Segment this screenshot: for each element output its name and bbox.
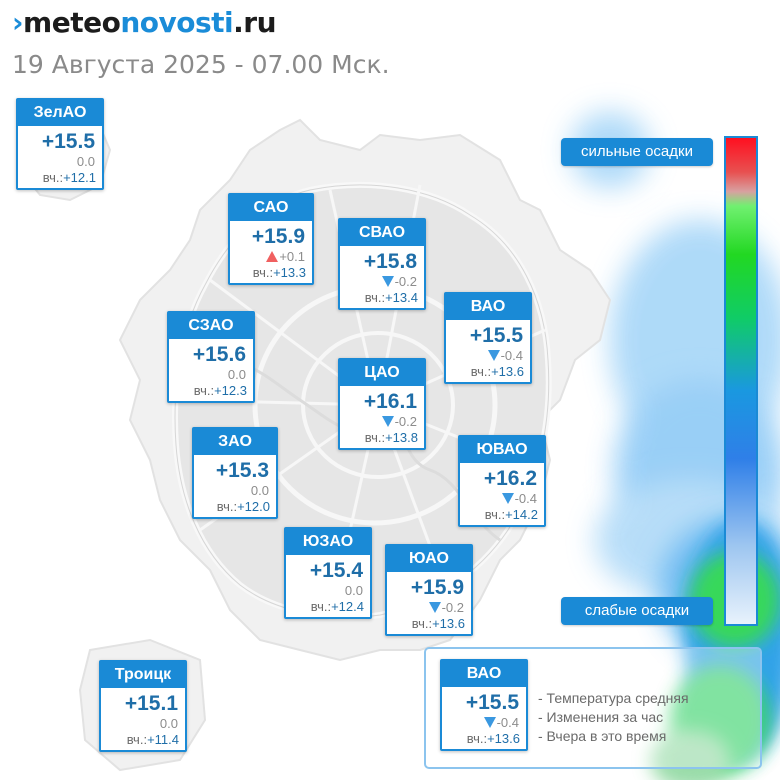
legend-items: - Температура средняя - Изменения за час… — [538, 689, 689, 746]
yesterday-value: вч.:+12.1 — [42, 170, 96, 185]
district-name: ЮЗАО — [286, 529, 370, 555]
trend-down-icon — [483, 717, 496, 728]
trend-down-icon — [487, 350, 500, 361]
logo-mark: › — [12, 6, 24, 39]
temperature-value: +16.1 — [363, 390, 417, 413]
trend-down-icon — [381, 416, 394, 427]
district-card-yuzao[interactable]: ЮЗАО +15.4 0.0 вч.:+12.4 — [284, 527, 372, 619]
logo-text-novosti: novosti — [120, 6, 234, 39]
yesterday-value: вч.:+13.6 — [411, 616, 465, 631]
temperature-value: +15.5 — [41, 130, 95, 153]
temperature-value: +15.5 — [465, 691, 519, 714]
temperature-value: +15.3 — [215, 459, 269, 482]
hourly-change: 0.0 — [159, 716, 178, 731]
yesterday-value: вч.:+13.6 — [466, 731, 520, 746]
district-card-yuao[interactable]: ЮАО +15.9 -0.2 вч.:+13.6 — [385, 544, 473, 636]
temperature-value: +15.5 — [469, 324, 523, 347]
date-time-subtitle: 19 Августа 2025 - 07.00 Мск. — [12, 50, 390, 79]
yesterday-value: вч.:+12.3 — [193, 383, 247, 398]
district-card-yuvao[interactable]: ЮВАО +16.2 -0.4 вч.:+14.2 — [458, 435, 546, 527]
district-card-svao[interactable]: СВАО +15.8 -0.2 вч.:+13.4 — [338, 218, 426, 310]
district-card-zelao[interactable]: ЗелАО +15.5 0.0 вч.:+12.1 — [16, 98, 104, 190]
heavy-precipitation-label: сильные осадки — [561, 138, 713, 166]
hourly-change: -0.2 — [340, 274, 424, 289]
district-card-sao[interactable]: САО +15.9 +0.1 вч.:+13.3 — [228, 193, 314, 285]
legend-item-hourly-change: - Изменения за час — [538, 709, 664, 725]
district-name: СЗАО — [169, 313, 253, 339]
temperature-value: +15.9 — [410, 576, 464, 599]
district-card-vao[interactable]: ВАО +15.5 -0.4 вч.:+13.6 — [444, 292, 532, 384]
legend-sample-card: ВАО +15.5 -0.4 вч.:+13.6 — [440, 659, 528, 751]
yesterday-value: вч.:+13.8 — [364, 430, 418, 445]
legend-box: ВАО +15.5 -0.4 вч.:+13.6 - Температура с… — [424, 647, 762, 769]
trend-up-icon — [266, 251, 279, 262]
district-name: Троицк — [101, 662, 185, 688]
yesterday-value: вч.:+12.0 — [216, 499, 270, 514]
district-name: ЗАО — [194, 429, 276, 455]
hourly-change: 0.0 — [227, 367, 246, 382]
district-card-szao[interactable]: СЗАО +15.6 0.0 вч.:+12.3 — [167, 311, 255, 403]
trend-down-icon — [501, 493, 514, 504]
hourly-change: -0.4 — [446, 348, 530, 363]
district-name: ЮАО — [387, 546, 471, 572]
trend-down-icon — [381, 276, 394, 287]
temperature-value: +15.6 — [192, 343, 246, 366]
logo-text-domain: .ru — [233, 6, 277, 39]
hourly-change: 0.0 — [76, 154, 95, 169]
yesterday-value: вч.:+14.2 — [484, 507, 538, 522]
district-name: ВАО — [442, 661, 526, 687]
district-card-zao[interactable]: ЗАО +15.3 0.0 вч.:+12.0 — [192, 427, 278, 519]
hourly-change: -0.2 — [387, 600, 471, 615]
yesterday-value: вч.:+13.4 — [364, 290, 418, 305]
hourly-change: +0.1 — [230, 249, 312, 264]
temperature-value: +15.1 — [124, 692, 178, 715]
district-name: ВАО — [446, 294, 530, 320]
hourly-change: 0.0 — [250, 483, 269, 498]
logo-text-meteo: meteo — [23, 6, 121, 39]
district-card-troitsk[interactable]: Троицк +15.1 0.0 вч.:+11.4 — [99, 660, 187, 752]
temperature-value: +15.4 — [309, 559, 363, 582]
yesterday-value: вч.:+13.6 — [470, 364, 524, 379]
temperature-value: +15.8 — [363, 250, 417, 273]
district-name: ЮВАО — [460, 437, 544, 463]
light-precipitation-label: слабые осадки — [561, 597, 713, 625]
precipitation-scale-bar — [724, 136, 758, 626]
legend-item-yesterday: - Вчера в это время — [538, 728, 667, 744]
district-name: ЦАО — [340, 360, 424, 386]
district-name: САО — [230, 195, 312, 221]
district-name: ЗелАО — [18, 100, 102, 126]
hourly-change: -0.4 — [442, 715, 526, 730]
district-name: СВАО — [340, 220, 424, 246]
yesterday-value: вч.:+13.3 — [252, 265, 306, 280]
hourly-change: -0.2 — [340, 414, 424, 429]
hourly-change: 0.0 — [344, 583, 363, 598]
yesterday-value: вч.:+12.4 — [310, 599, 364, 614]
temperature-value: +16.2 — [483, 467, 537, 490]
temperature-value: +15.9 — [251, 225, 305, 248]
trend-down-icon — [428, 602, 441, 613]
hourly-change: -0.4 — [460, 491, 544, 506]
site-logo[interactable]: ›meteonovosti.ru — [12, 6, 277, 39]
legend-item-average-temp: - Температура средняя — [538, 690, 689, 706]
district-card-cao[interactable]: ЦАО +16.1 -0.2 вч.:+13.8 — [338, 358, 426, 450]
yesterday-value: вч.:+11.4 — [126, 732, 179, 747]
